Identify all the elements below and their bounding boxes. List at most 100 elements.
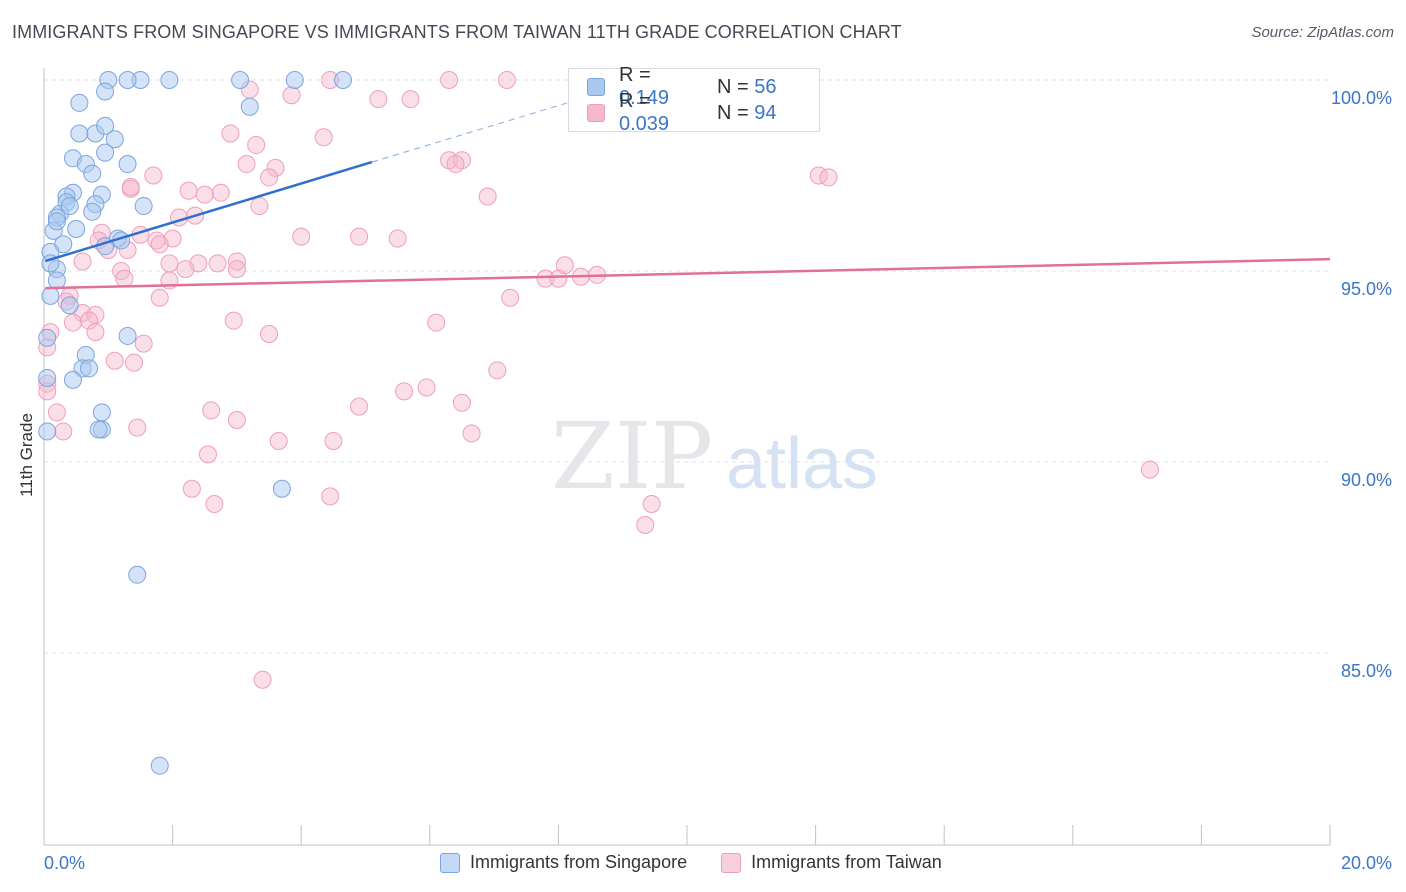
singapore-point [83,202,102,221]
taiwan-point [227,252,246,271]
watermark-zip: ZIP [551,403,713,510]
taiwan-point [260,325,279,344]
taiwan-point [144,166,163,185]
r-label: R = [619,64,651,86]
series-legend: Immigrants from Singapore Immigrants fro… [440,852,976,873]
singapore-point [134,197,153,216]
legend-row-taiwan: R = 0.039 N = 94 [587,90,777,135]
singapore-legend-swatch [440,852,460,873]
taiwan-point [211,183,230,202]
singapore-point [38,422,57,441]
watermark-atlas: atlas [726,424,878,504]
singapore-point [38,328,57,347]
taiwan-point [208,254,227,273]
taiwan-point [176,260,195,279]
taiwan-point [452,393,471,412]
taiwan-point [134,334,153,353]
r-value: 0.149 [619,87,670,109]
tick-labels: 100.0% 95.0% 90.0% 85.0% 0.0% 20.0% [44,88,1392,873]
chart-title: IMMIGRANTS FROM SINGAPORE VS IMMIGRANTS … [12,22,902,42]
taiwan-point [198,445,217,464]
taiwan-point [324,431,343,450]
singapore-point [92,403,111,422]
taiwan-point [128,418,147,437]
taiwan-point [63,313,82,332]
taiwan-point [205,495,224,514]
taiwan-point [350,227,369,246]
taiwan-point [427,313,446,332]
taiwan-point [266,158,285,177]
x-tick-label: 20.0% [1341,853,1392,873]
taiwan-point [150,235,169,254]
taiwan-point [369,90,388,109]
singapore-point [160,71,179,89]
singapore-point [231,71,250,89]
taiwan-point [179,181,198,200]
taiwan-point [227,410,246,429]
taiwan-point [321,487,340,506]
taiwan-point [292,227,311,246]
taiwan-point [269,431,288,450]
legend-item-taiwan[interactable]: Immigrants from Taiwan [721,852,942,873]
singapore-point [118,155,137,174]
singapore-point [96,143,115,162]
taiwan-point [160,254,179,273]
taiwan-point [388,229,407,248]
singapore-point [70,124,89,143]
gridlines [44,79,1330,654]
taiwan-point [549,269,568,288]
legend-item-singapore[interactable]: Immigrants from Singapore [440,852,687,873]
singapore-point [47,212,66,231]
taiwan-point [237,155,256,174]
taiwan-point [395,382,414,401]
singapore-point [70,93,89,112]
y-axis-label: 11th Grade [17,413,36,497]
taiwan-point [401,90,420,109]
taiwan-point [182,479,201,498]
singapore-point [128,565,147,584]
taiwan-legend-swatch [721,852,742,873]
taiwan-point [221,124,240,143]
taiwan-point [247,135,266,154]
singapore-point [83,164,102,183]
correlation-legend: R = 0.149 N = 56 R = 0.039 N = 94 [568,64,820,135]
singapore-point [38,368,57,387]
taiwan-point [227,260,246,279]
taiwan-point [105,351,124,370]
r-label: R = [619,90,651,112]
singapore-point [118,326,137,345]
series-singapore-points [38,71,352,775]
singapore-point [96,116,115,135]
taiwan-point [642,495,661,514]
taiwan-point [819,168,838,187]
taiwan-point [86,323,105,342]
singapore-point [89,420,108,439]
source-credit: Source: ZipAtlas.com [1251,24,1394,41]
taiwan-point [224,311,243,330]
singapore-point [105,130,124,149]
taiwan-point [497,71,516,89]
taiwan-point [282,86,301,105]
taiwan-point [417,378,436,397]
singapore-point [60,296,79,315]
singapore-trend-line [44,160,373,263]
legend-row-singapore: R = 0.149 N = 56 [587,64,777,109]
taiwan-point [636,516,655,535]
taiwan-point [54,422,73,441]
singapore-point [272,479,291,498]
taiwan-point [250,197,269,216]
taiwan-point [314,128,333,147]
y-tick-label: 100.0% [1331,88,1392,108]
legend-label-taiwan: Immigrants from Taiwan [751,852,942,872]
taiwan-point [121,177,140,196]
taiwan-point [125,353,144,372]
taiwan-point [253,670,272,689]
legend-label-singapore: Immigrants from Singapore [470,852,688,872]
n-label: N = [717,75,749,98]
y-tick-label: 85.0% [1341,661,1392,681]
singapore-point [96,82,115,101]
r-value: 0.039 [619,113,670,135]
taiwan-point [150,288,169,307]
singapore-point [80,359,99,378]
